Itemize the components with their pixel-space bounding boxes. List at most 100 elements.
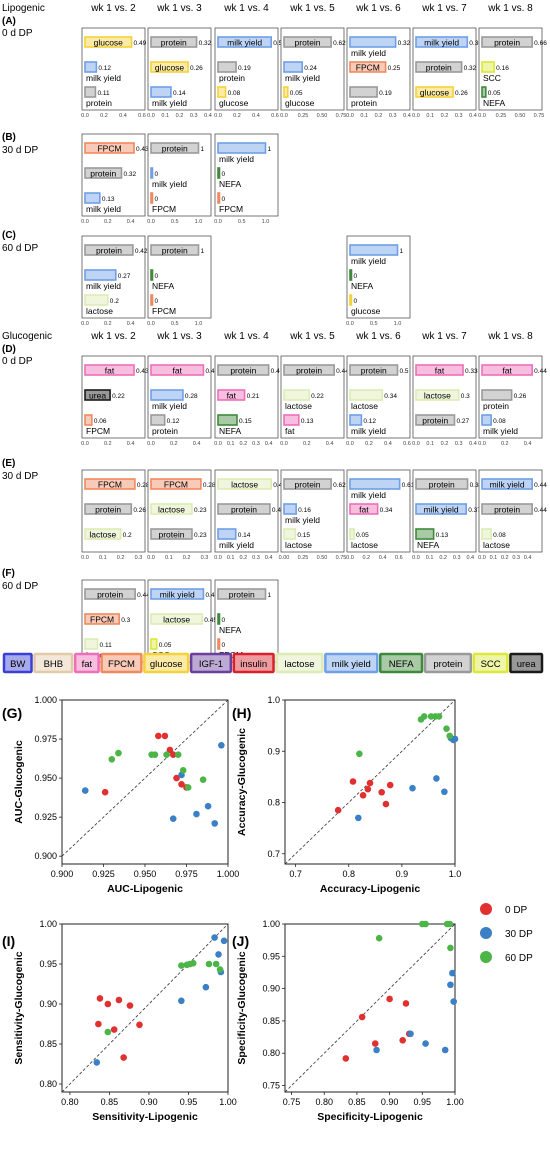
tick-label: 0.0 [346,555,354,561]
point-60-dp [205,960,213,968]
bar-value-label: 0.27 [118,273,131,280]
y-tick-label: 0.90 [262,984,280,994]
bar-lactose [217,478,273,490]
tick-label: 0.0 [81,321,89,327]
bar-feature-label: fat [227,391,237,401]
bar-milk-yield [415,503,468,515]
tick-label: 0.6 [403,441,411,447]
bar-feature-label: protein [231,505,257,515]
bar-fat [150,364,205,376]
point-60-dp [108,756,116,763]
panel-dp-d: 0 d DP [2,356,33,367]
point-0-dp [382,800,390,808]
panel-dp-a: 0 d DP [2,28,33,39]
bar-milk-yield [217,142,267,154]
y-axis-title: Specificity-Glucogenic [236,951,248,1064]
bar-milk-yield [150,588,205,600]
x-tick-label: 0.900 [51,869,74,879]
tick-label: 0.25 [496,113,507,119]
tick-label: 0.00 [279,555,290,561]
bar-protein [349,86,378,98]
tick-label: 0.2 [303,441,311,447]
tick-label: 1.0 [195,219,203,225]
bar-value-label: 0.28 [137,482,150,489]
tick-label: 0.3 [252,441,260,447]
bar-panels: wk 1 vs. 2 wk 1 vs. 3 wk 1 vs. 4 wk 1 vs. 5… [81,3,547,671]
bar-feature-label: NEFA [152,281,175,291]
bar-feature-label: milk yield [152,98,187,108]
legend-label-30dp: 30 DP [505,929,533,940]
point-60-dp [184,784,192,791]
bar-value-label: 0.37 [468,507,481,514]
bar-feature-label: protein [86,98,112,108]
point-0-dp [101,788,109,796]
bar-value-label: 0.34 [384,393,397,400]
x-tick-label: 0.75 [283,1097,301,1107]
tick-label: 0.1 [165,555,173,561]
comparison-header: wk 1 vs. 4 [223,3,269,14]
bar-value-label: 0.34 [380,507,393,514]
bar-glucose [150,61,189,73]
bar-feature-label: milk yield [351,256,386,266]
bar-protein [84,167,123,179]
point-30-dp [220,937,228,945]
tick-label: 0.2 [441,113,449,119]
bar-feature-label: glucose [420,88,450,98]
bar-value-label: 0.23 [194,532,207,539]
tick-label: 0.4 [265,441,273,447]
bar-milk-yield [84,192,101,204]
bar-lactose [150,503,193,515]
bar-glucose [84,36,133,48]
bar-feature-label: glucose [285,98,315,108]
tick-label: 1.0 [394,321,402,327]
legend-swatch-urea [509,652,544,674]
point-30-dp [169,815,177,823]
y-tick-label: 0.7 [267,849,280,859]
bar-feature-label: SCC [483,73,501,83]
bar-glucose [349,294,353,306]
point-30-dp [178,997,185,1005]
bar-nefa [481,86,487,98]
point-60-dp [174,751,182,758]
bar-value-label: 0.43 [136,146,149,153]
comparison-header: wk 1 vs. 5 [289,3,335,14]
tick-label: 0.0 [346,321,354,327]
bar-value-label: 0 [222,196,226,203]
tick-label: 0.4 [127,219,135,225]
comparison-header: wk 1 vs. 7 [421,3,467,14]
bar-feature-label: lactose [158,505,185,515]
comparison-header: wk 1 vs. 4 [223,331,269,342]
point-0-dp [120,1054,127,1061]
y-axis-title: AUC-Glucogenic [13,740,25,824]
point-30-dp [451,735,459,743]
bar-feature-label: protein [219,73,245,83]
bar-milk-yield [481,478,533,490]
bar-protein [415,478,469,490]
tick-label: 0.2 [233,113,241,119]
bar-fat [84,364,135,376]
legend-swatch-nefa [379,652,424,674]
bar-value-label: 0.5 [400,368,409,375]
bar-value-label: 0.14 [238,532,251,539]
tick-label: 0.75 [336,113,347,119]
y-tick-label: 0.95 [262,951,280,961]
bar-protein [283,36,332,48]
bar-value-label: 1 [201,146,205,153]
tick-label: 0.75 [534,113,545,119]
bar-value-label: 0 [155,298,159,305]
bar-value-label: 0.3 [121,617,130,624]
bar-value-label: 0.05 [488,90,501,97]
bar-feature-label: NEFA [219,625,242,635]
bar-protein [481,389,513,401]
bar-value-label: 0 [354,273,358,280]
y-axis-title: Sensitivity-Glucogenic [13,951,25,1064]
tick-label: 1.0 [195,321,203,327]
legend-label-scc: SCC [481,659,501,670]
legend-label-fpcm: FPCM [108,659,135,670]
plot-frame [284,923,456,1093]
bar-feature-label: milk yield [152,401,187,411]
